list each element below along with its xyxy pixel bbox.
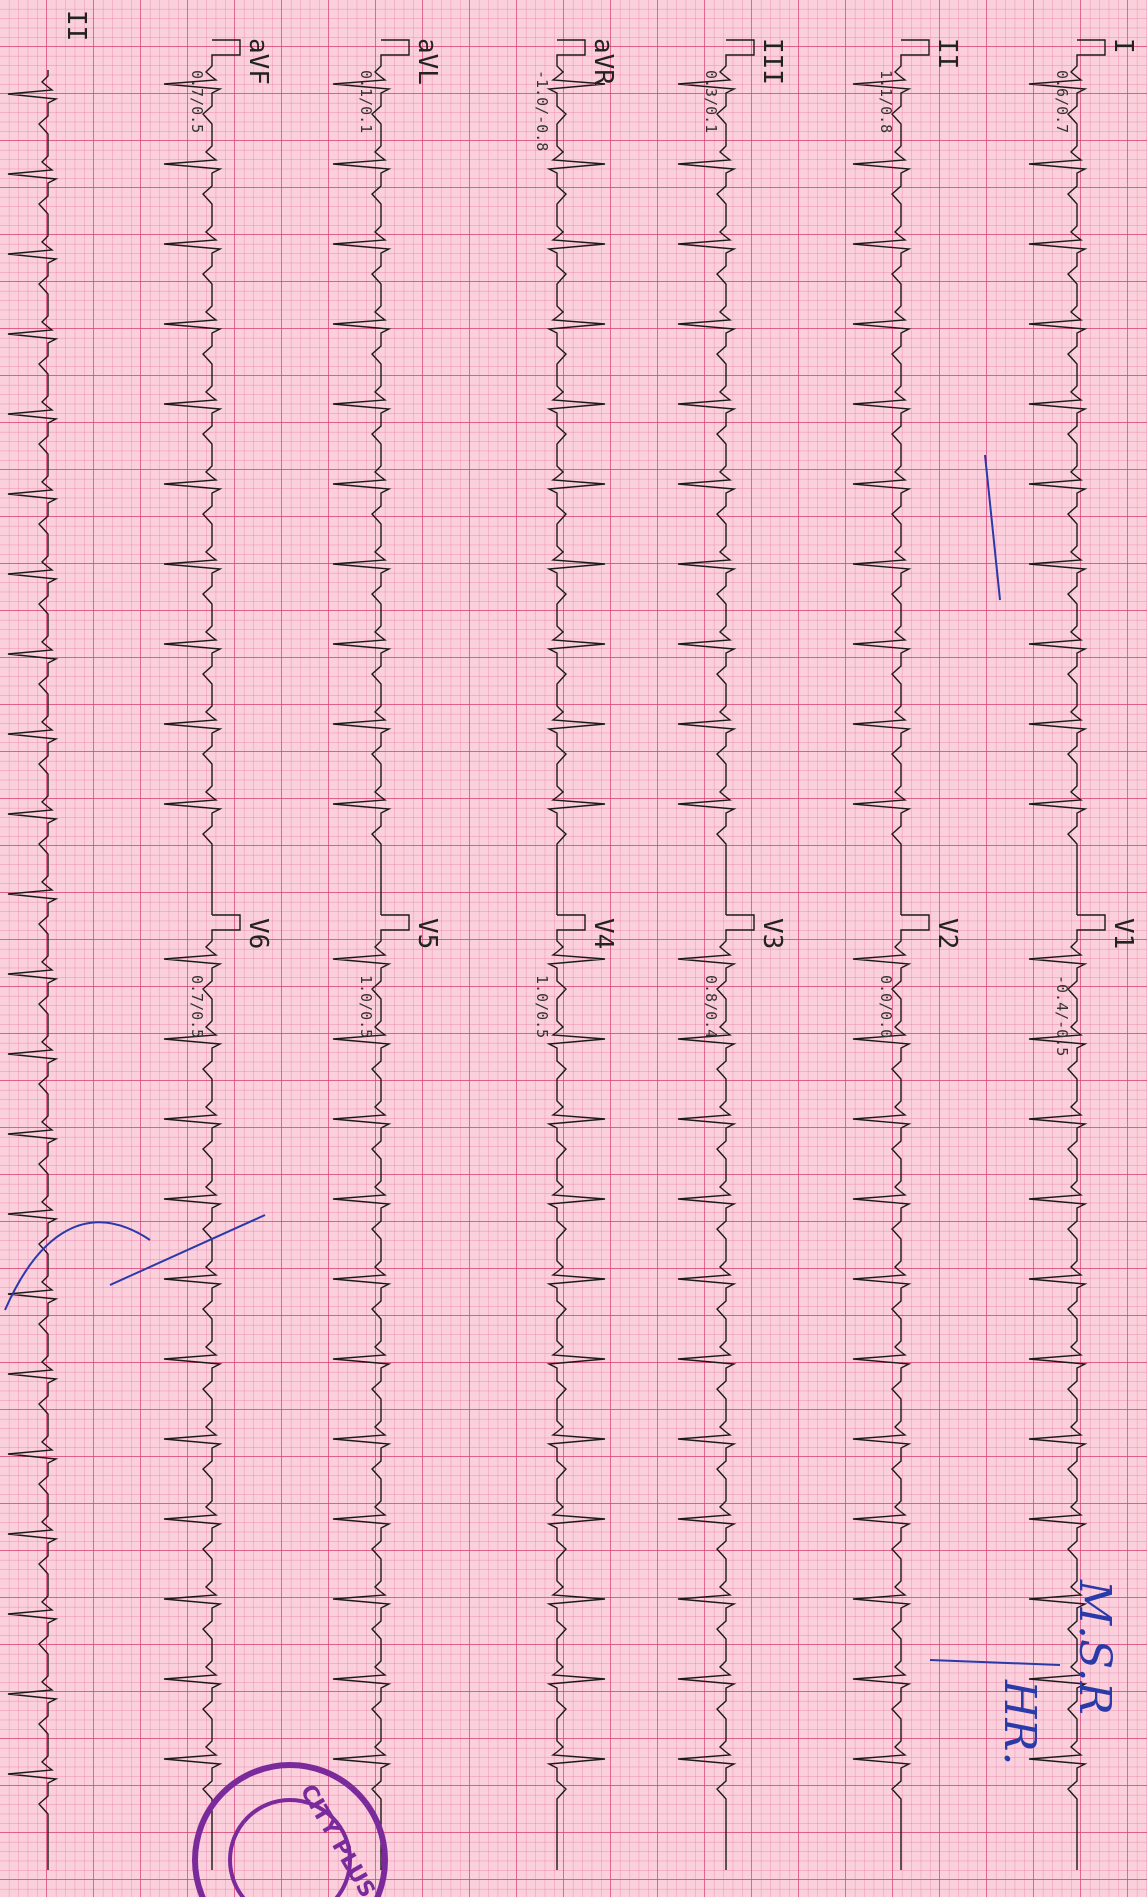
lead-label: V4 [588, 918, 618, 949]
lead-amplitude: 1.0/0.5 [533, 975, 551, 1038]
lead-amplitude: 0.6/0.7 [1053, 70, 1071, 133]
lead-amplitude: -0.4/-0.5 [1053, 975, 1071, 1056]
handwriting: M.S.R [1069, 1579, 1120, 1715]
lead-amplitude: 1.1/0.8 [877, 70, 895, 133]
lead-label: aVF [243, 38, 273, 85]
lead-amplitude: 0.7/0.5 [188, 70, 206, 133]
lead-label: aVR [588, 38, 618, 85]
lead-label: II [61, 10, 91, 41]
lead-amplitude: 0.8/0.4 [702, 975, 720, 1038]
lead-amplitude: 0.0/0.0 [877, 975, 895, 1038]
lead-label: V6 [243, 918, 273, 949]
lead-amplitude: 1.0/0.5 [357, 975, 375, 1038]
lead-amplitude: -1.0/-0.8 [533, 70, 551, 151]
handwriting: HR. [994, 1679, 1045, 1766]
lead-label: V5 [412, 918, 442, 949]
ecg-sheet: I0.6/0.7V1-0.4/-0.5II1.1/0.8V20.0/0.0III… [0, 0, 1147, 1897]
lead-amplitude: 0.1/0.1 [357, 70, 375, 133]
lead-label: II [932, 38, 962, 69]
lead-label: V1 [1108, 918, 1138, 949]
lead-amplitude: 0.3/0.1 [702, 70, 720, 133]
lead-label: V3 [757, 918, 787, 949]
lead-label: aVL [412, 38, 442, 85]
lead-label: III [757, 38, 787, 85]
grid [0, 0, 1147, 1897]
lead-amplitude: 0.7/0.5 [188, 975, 206, 1038]
lead-label: V2 [932, 918, 962, 949]
lead-label: I [1108, 38, 1138, 54]
